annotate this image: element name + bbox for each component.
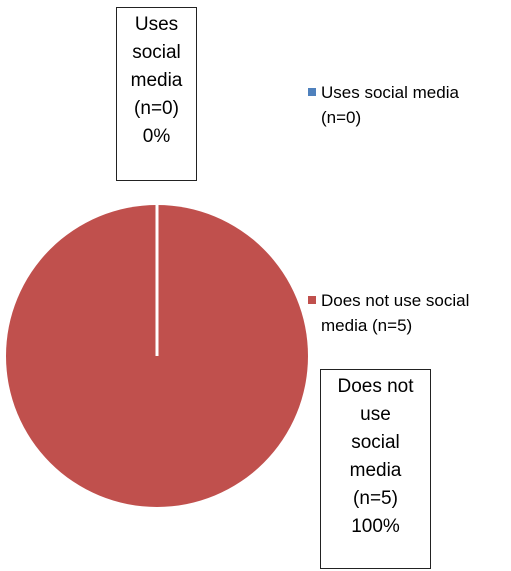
legend-label: Does not use social media (n=5) [321, 288, 469, 338]
data-label-line: (n=5) [353, 488, 398, 509]
data-label-line: media [349, 460, 402, 481]
legend-label: Uses social media (n=0) [321, 80, 459, 130]
legend-label-line: media (n=5) [321, 316, 413, 335]
legend-label-line: Does not use social [321, 291, 470, 310]
legend-item-uses-social-media: Uses social media (n=0) [308, 80, 508, 132]
data-label-line: (n=0) [134, 98, 179, 119]
data-label-does-not-use-social-media: Does not use social media (n=5) 100% [320, 369, 431, 569]
legend-item-does-not-use-social-media: Does not use social media (n=5) [308, 288, 511, 340]
data-label-line: social [132, 42, 181, 63]
data-label-percentage: 100% [351, 516, 400, 537]
data-label-line: social [351, 432, 400, 453]
legend-swatch [308, 88, 316, 96]
data-label-line: use [360, 404, 391, 425]
pie-slices [6, 205, 308, 507]
data-label-uses-social-media: Uses social media (n=0) 0% [116, 7, 197, 181]
legend-swatch [308, 296, 316, 304]
data-label-line: Uses [134, 14, 179, 35]
legend-label-line: Uses social media [321, 83, 459, 102]
data-label-line: media [130, 70, 183, 91]
data-label-percentage: 0% [142, 126, 171, 147]
legend-label-line: (n=0) [321, 108, 362, 127]
data-label-line: Does not [337, 376, 414, 397]
